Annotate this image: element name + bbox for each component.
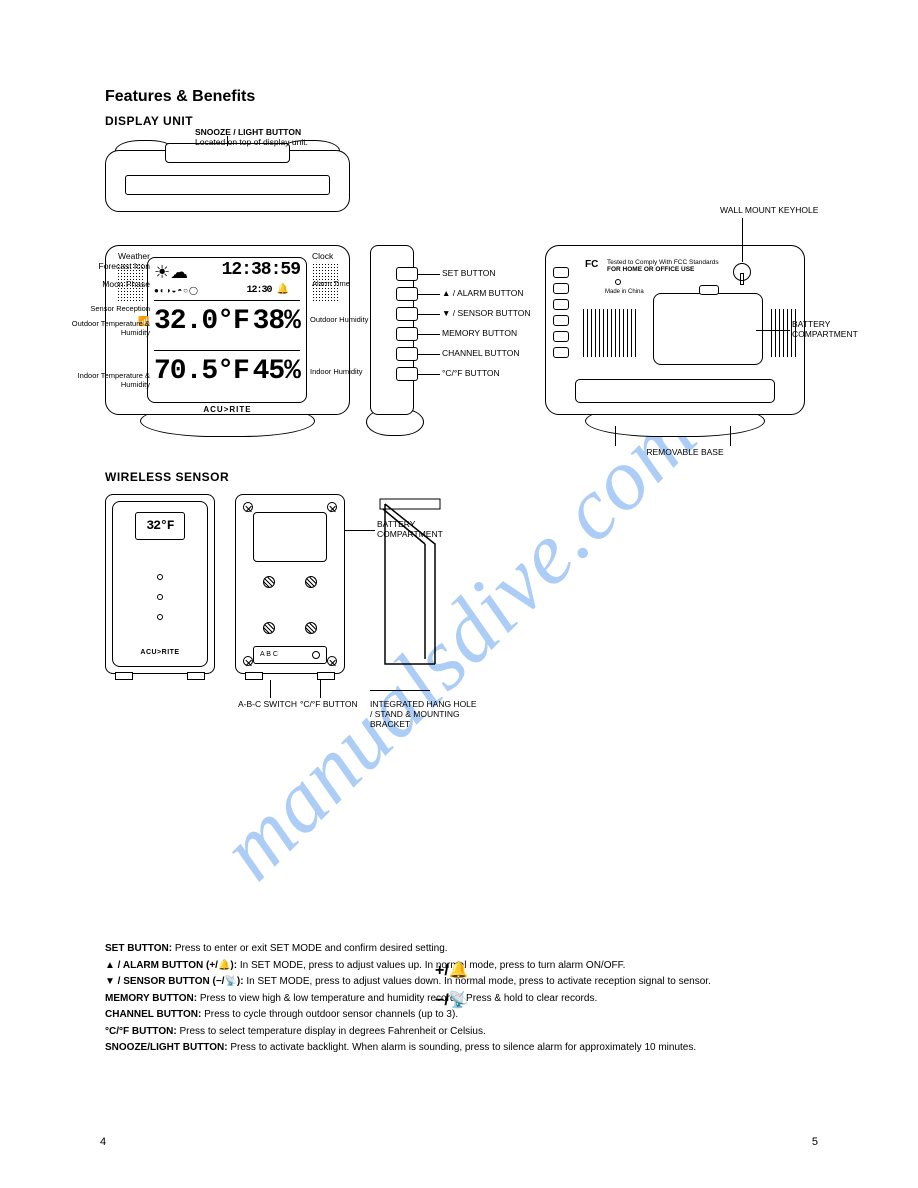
manual-page: manualsdive.com Features & Benefits DISP… <box>0 0 918 1188</box>
moon-phase-icons: ●◐◑◒◓○◯ <box>154 286 199 295</box>
display-back-view: FC Tested to Comply With FCC Standards F… <box>545 245 805 440</box>
subtitle-sensor: WIRELESS SENSOR <box>105 470 229 484</box>
glyph-plus-bell: +/🔔 <box>435 960 469 980</box>
side-btn-sensor: ▼ / SENSOR BUTTON <box>442 309 531 319</box>
base-label: REMOVABLE BASE <box>625 448 745 458</box>
lbl-moon: Moon Phase <box>90 280 150 290</box>
sensor-back-view: ✕ ✕ ✕ ✕ A B C <box>235 494 345 684</box>
side-btn-alarm: ▲ / ALARM BUTTON <box>442 289 523 299</box>
battery-label: BATTERY COMPARTMENT <box>792 320 852 340</box>
page-num-left: 4 <box>100 1136 106 1148</box>
glyph-minus-antenna: −/📡 <box>435 990 469 1010</box>
subtitle-display: DISPLAY UNIT <box>105 114 255 128</box>
sensor-cf-label: °C/°F BUTTON <box>300 700 358 710</box>
sensor-brand: ACU>RITE <box>105 649 215 656</box>
side-btn-set: SET BUTTON <box>442 269 496 279</box>
lbl-outdoor: Outdoor Temperature & Humidity <box>64 320 150 337</box>
fcc-text: Tested to Comply With FCC Standards FOR … <box>607 259 719 273</box>
lbl-forecast: Weather Forecast Icon <box>90 252 150 272</box>
lcd-alarm-time: 12:30 🔔 <box>247 284 288 296</box>
keyhole-label: WALL MOUNT KEYHOLE <box>720 206 840 216</box>
side-btn-channel: CHANNEL BUTTON <box>442 349 519 359</box>
side-btn-memory: MEMORY BUTTON <box>442 329 517 339</box>
brand-label: ACU>RITE <box>105 405 350 414</box>
snooze-label: SNOOZE / LIGHT BUTTON Located on top of … <box>195 128 375 148</box>
lbl-out-hum: Outdoor Humidity <box>310 316 370 325</box>
lbl-sensor-signal: Sensor Reception <box>78 305 150 314</box>
lcd-indoor-temp: 70.5°F <box>154 356 249 387</box>
sensor-front-view: 32°F ACU>RITE <box>105 494 215 684</box>
side-btn-cf: °C/°F BUTTON <box>442 369 500 379</box>
lbl-clock: Clock <box>312 252 333 262</box>
lbl-in-hum: Indoor Humidity <box>310 368 370 377</box>
lbl-indoor: Indoor Temperature & Humidity <box>64 372 150 389</box>
sensor-lcd: 32°F <box>136 513 184 533</box>
page-title: Features & Benefits <box>105 88 255 106</box>
display-top-view <box>105 140 350 222</box>
display-front-view: ☀☁ 12:38:59 ●◐◑◒◓○◯ 12:30 🔔 32.0°F 38% 📶… <box>105 245 350 440</box>
lcd-clock: 12:38:59 <box>222 260 300 280</box>
lcd-outdoor-hum: 38% <box>253 306 300 337</box>
lcd-indoor-hum: 45% <box>253 356 300 387</box>
forecast-icon: ☀☁ <box>154 262 188 283</box>
lcd-outdoor-temp: 32.0°F <box>154 306 249 337</box>
page-num-right: 5 <box>812 1136 818 1148</box>
sensor-stand-label: INTEGRATED HANG HOLE / STAND & MOUNTING … <box>370 700 480 729</box>
made-in: Made in China <box>605 289 644 296</box>
lbl-alarm-time: Alarm Time <box>312 280 350 289</box>
display-side-view <box>370 245 420 440</box>
sensor-abc-label: A-B-C SWITCH <box>238 700 297 710</box>
sensor-battery-label: BATTERY COMPARTMENT <box>377 520 457 540</box>
